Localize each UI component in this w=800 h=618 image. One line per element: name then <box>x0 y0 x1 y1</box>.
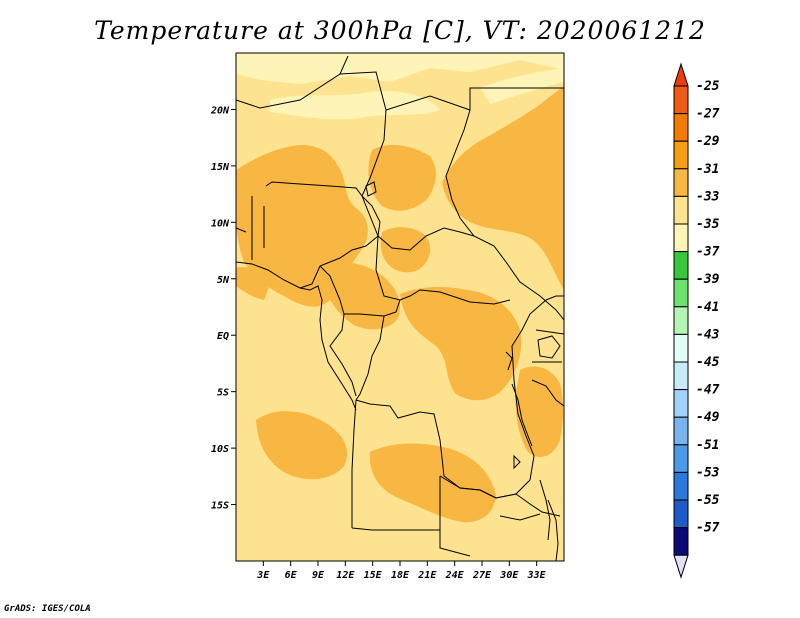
map-title: Temperature at 300hPa [C], VT: 202006121… <box>94 16 706 45</box>
pale-patches <box>236 53 564 120</box>
warm-patch-congo <box>400 287 522 401</box>
colorbar-bottom-arrow <box>673 554 689 579</box>
colorbar-label: -51 <box>696 438 719 453</box>
lake-kivu <box>505 351 513 371</box>
border-gabon-congo <box>329 313 385 401</box>
border-north-1 <box>236 55 349 109</box>
colorbar-swatch <box>673 85 689 115</box>
warm-patch-angola <box>256 411 348 480</box>
credit-text: GrADS: IGES/COLA <box>4 604 91 614</box>
warm-patch-sw <box>236 266 270 300</box>
border-car <box>375 227 511 305</box>
colorbar-swatch <box>673 251 689 280</box>
y-tick-label: 5N <box>217 275 230 286</box>
pale-patch-north <box>236 53 564 84</box>
coastline-gulf <box>236 261 357 411</box>
border-benin-togo <box>236 196 265 260</box>
x-axis: 3E 6E 9E 12E 15E 18E 21E 24E 27E 30E 33E <box>256 561 547 581</box>
x-tick-label: 30E <box>499 570 519 581</box>
lake-chad <box>365 181 377 197</box>
lake-tanganyika <box>511 383 533 447</box>
country-borders <box>236 55 564 561</box>
pale-patch-northeast <box>480 68 564 104</box>
colorbar-swatch <box>673 333 689 363</box>
colorbar-label: -47 <box>696 383 720 398</box>
border-north-2 <box>339 71 387 197</box>
temperature-field <box>236 53 564 561</box>
x-tick-label: 18E <box>391 570 410 581</box>
colorbar-swatch <box>673 113 689 142</box>
warm-patch-gulf <box>320 262 400 330</box>
colorbar-swatch <box>673 499 689 529</box>
y-axis: 20N 15N 10N 5N EQ 5S 10S 15S <box>210 105 236 512</box>
border-east <box>531 295 564 407</box>
colorbar-label: -55 <box>696 493 720 508</box>
warm-patch-sudan <box>442 86 564 290</box>
colorbar-label: -31 <box>696 162 719 177</box>
warm-patches <box>236 86 564 523</box>
warm-patch-chad <box>368 144 436 211</box>
colorbar-label: -27 <box>696 107 720 122</box>
zambezi-river <box>499 513 541 521</box>
colorbar-label: -49 <box>696 410 720 425</box>
colorbar-label: -37 <box>696 245 720 260</box>
colorbar-swatch <box>673 195 689 225</box>
y-tick-label: 10S <box>211 444 229 455</box>
border-angola <box>351 399 471 557</box>
colorbar-swatch <box>673 140 689 170</box>
colorbar-label: -33 <box>696 189 720 204</box>
y-tick-label: 5S <box>217 388 229 399</box>
colorbar-label: -35 <box>696 217 720 232</box>
x-tick-label: 6E <box>285 570 298 581</box>
colorbar-swatch <box>673 471 689 501</box>
lake-bangweulu <box>513 454 521 470</box>
y-tick-label: EQ <box>217 331 229 342</box>
pale-patch-sahara <box>270 90 440 120</box>
lake-victoria <box>537 335 561 359</box>
y-tick-label: 20N <box>210 105 230 116</box>
colorbar-swatch <box>673 306 689 335</box>
x-tick-label: 3E <box>256 570 270 581</box>
x-tick-label: 27E <box>472 570 492 581</box>
border-cameroon <box>319 265 401 317</box>
colorbar-swatch <box>673 278 689 308</box>
colorbar-swatch <box>673 527 689 556</box>
east-coast <box>547 499 559 561</box>
colorbar-top-arrow <box>673 62 689 87</box>
x-tick-label: 15E <box>364 570 383 581</box>
colorbar-swatch <box>673 389 689 418</box>
y-tick-label: 10N <box>211 218 230 229</box>
colorbar-swatch <box>673 223 689 253</box>
colorbar-label: -41 <box>696 300 719 315</box>
y-tick-label: 15N <box>211 162 230 173</box>
colorbar-swatch <box>673 444 689 473</box>
x-tick-label: 24E <box>445 570 465 581</box>
colorbar-swatch <box>673 168 689 197</box>
colorbar-label: -29 <box>696 134 720 149</box>
colorbar-swatch <box>673 416 689 446</box>
x-tick-label: 9E <box>312 570 325 581</box>
colorbar-label: -53 <box>696 465 720 480</box>
border-zambia <box>439 475 561 517</box>
colorbar-label: -57 <box>696 521 720 536</box>
colorbar-label: -43 <box>696 327 720 342</box>
y-tick-label: 15S <box>211 501 229 512</box>
x-tick-label: 12E <box>336 570 355 581</box>
x-tick-label: 21E <box>417 570 437 581</box>
warm-patch-zambia <box>369 443 496 523</box>
x-tick-label: 33E <box>527 570 547 581</box>
colorbar-label: -45 <box>696 355 720 370</box>
lake-malawi <box>539 479 551 541</box>
colorbar-swatch <box>673 361 689 391</box>
colorbar-label: -39 <box>696 272 720 287</box>
border-niger-chad <box>361 195 381 237</box>
colorbar-label: -25 <box>696 79 720 94</box>
colorbar: -25 -27 -29 -31 -33 -35 -37 -39 -41 -43 -45 -47 -49 -… <box>673 62 720 579</box>
